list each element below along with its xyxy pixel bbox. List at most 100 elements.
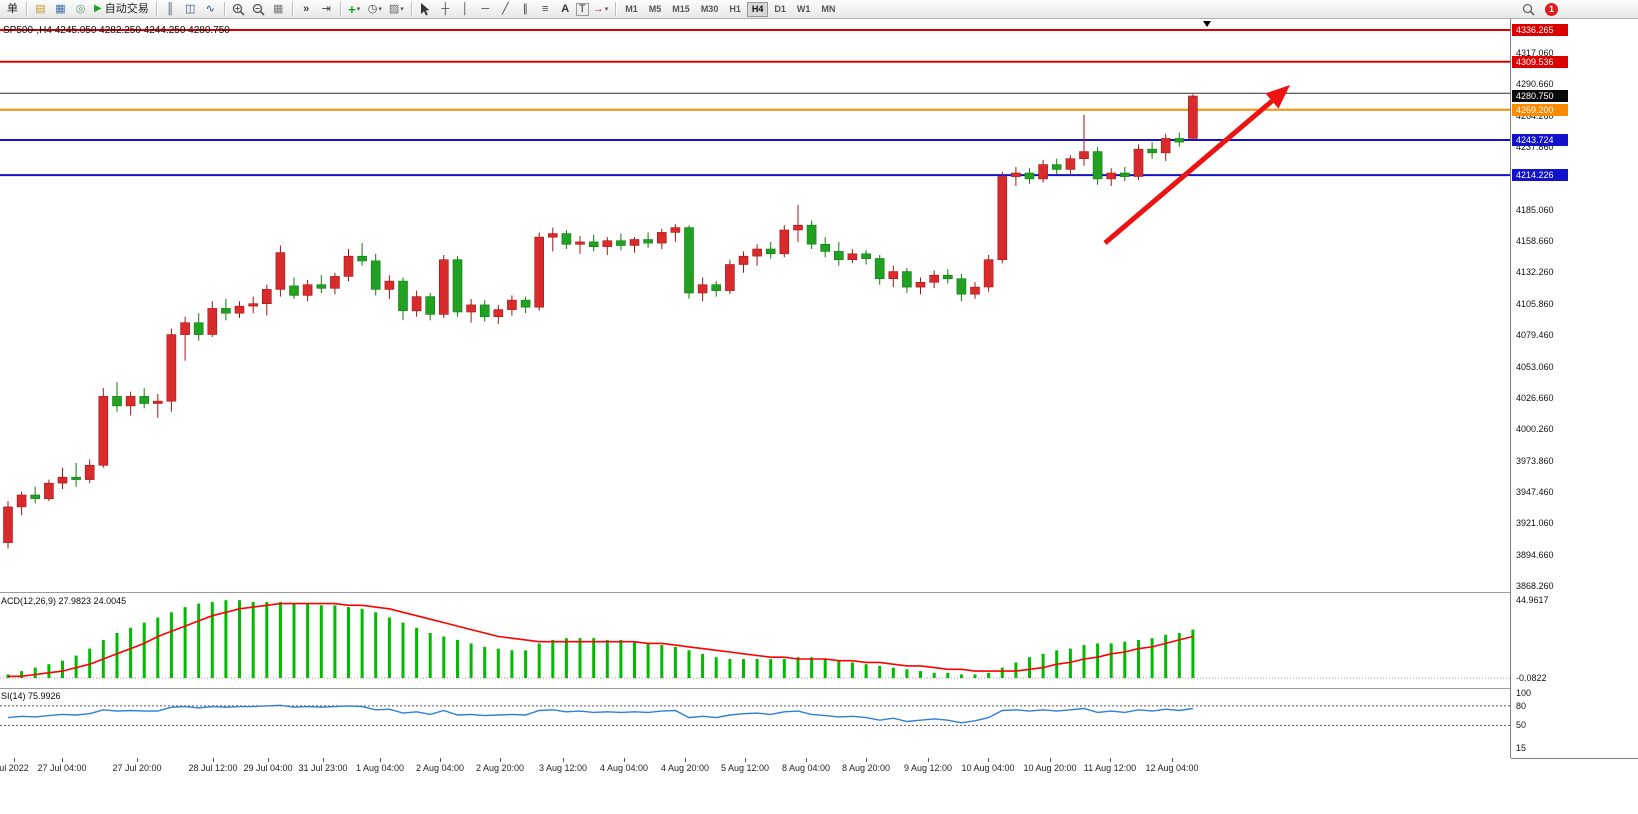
macd-panel-splitter[interactable] <box>0 592 1511 593</box>
price-axis-tick: 4158.660 <box>1516 236 1554 246</box>
price-level-label: 4336.265 <box>1512 24 1568 36</box>
price-axis-tick: 4105.860 <box>1516 299 1554 309</box>
auto-scroll-icon[interactable]: » <box>297 1 316 18</box>
time-axis-label: 2 Aug 04:00 <box>415 763 465 773</box>
rsi-label: SI(14) 75.9926 <box>1 691 61 701</box>
expert-advisors-icon[interactable]: ◎ <box>71 1 90 18</box>
price-axis-tick: 4290.660 <box>1516 79 1554 89</box>
new-order-button[interactable]: 单 <box>3 1 22 18</box>
chart-shift-marker <box>1203 21 1211 27</box>
trendline-icon[interactable]: ╱ <box>496 1 515 18</box>
timeframe-MN[interactable]: MN <box>816 2 840 17</box>
time-axis-tick <box>380 758 381 762</box>
price-axis[interactable]: 4317.0604290.6604264.2604237.8604211.460… <box>1511 19 1638 758</box>
price-axis-tick: 4317.060 <box>1516 48 1554 58</box>
indicators-button[interactable]: + ▾ <box>345 1 364 18</box>
timeframe-M30[interactable]: M30 <box>696 2 724 17</box>
zoom-out-icon[interactable] <box>249 1 268 18</box>
toolbar-separator <box>615 2 617 16</box>
profiles-icon[interactable]: ▤ <box>31 1 50 18</box>
price-level-label: 4309.536 <box>1512 56 1568 68</box>
rsi-axis-label: 80 <box>1516 701 1527 711</box>
timeframe-M15[interactable]: M15 <box>667 2 695 17</box>
cursor-icon[interactable] <box>416 1 435 18</box>
time-axis-tick <box>440 758 441 762</box>
macd-axis-label: 44.9617 <box>1516 595 1549 605</box>
price-level-label: 4243.724 <box>1512 134 1568 146</box>
time-axis-label: 11 Aug 12:00 <box>1083 763 1137 773</box>
chevron-down-icon: ▾ <box>400 5 404 13</box>
chevron-down-icon: ▾ <box>378 5 382 13</box>
timeframe-D1[interactable]: D1 <box>769 2 791 17</box>
autotrading-button[interactable]: ▶ 自动交易 <box>91 1 152 18</box>
price-axis-tick: 4264.260 <box>1516 111 1554 121</box>
notification-badge[interactable]: 1 <box>1545 2 1558 16</box>
price-axis-tick: 4026.660 <box>1516 393 1554 403</box>
price-level-label: 4214.226 <box>1512 169 1568 181</box>
indicators-plus-icon: + <box>348 1 356 17</box>
price-axis-separator <box>1510 19 1511 758</box>
horizontal-line-icon[interactable]: ─ <box>476 1 495 18</box>
rsi-panel[interactable] <box>0 689 1511 757</box>
price-axis-tick: 3947.460 <box>1516 487 1554 497</box>
rsi-axis-label: 50 <box>1516 720 1527 730</box>
templates-button[interactable]: ▨ ▾ <box>386 1 407 18</box>
time-axis-label: 10 Aug 04:00 <box>961 763 1015 773</box>
toolbar-separator <box>410 2 412 16</box>
search-icon[interactable] <box>1519 1 1538 18</box>
price-axis-tick: 3894.660 <box>1516 550 1554 560</box>
bar-chart-icon[interactable]: ║ <box>161 1 180 18</box>
time-axis-tick <box>268 758 269 762</box>
zoom-in-icon[interactable] <box>229 1 248 18</box>
time-axis-label: 8 Aug 20:00 <box>841 763 891 773</box>
tile-windows-icon[interactable]: ▦ <box>269 1 288 18</box>
line-chart-icon[interactable]: ∿ <box>201 1 220 18</box>
timeframe-W1[interactable]: W1 <box>792 2 816 17</box>
toolbar: 单 ▤ ▦ ◎ ▶ 自动交易 ║ ◫ ∿ ▦ » ⇥ + ▾ ◷ ▾ <box>0 0 1638 19</box>
toolbar-separator <box>223 2 225 16</box>
macd-label: ACD(12,26,9) 27.9823 24.0045 <box>1 596 127 606</box>
toolbar-separator <box>291 2 293 16</box>
chevron-down-icon: ▾ <box>604 5 609 13</box>
toolbar-separator <box>26 2 27 16</box>
price-axis-tick: 4237.860 <box>1516 142 1554 152</box>
timeframe-M5[interactable]: M5 <box>644 2 667 17</box>
rsi-panel-splitter[interactable] <box>0 688 1511 689</box>
macd-panel[interactable] <box>0 593 1511 687</box>
clock-icon: ◷ <box>367 2 378 15</box>
timeframe-H4[interactable]: H4 <box>746 1 769 17</box>
fibonacci-icon[interactable]: ≡ <box>536 1 555 18</box>
crosshair-icon[interactable]: ┼ <box>436 1 455 18</box>
price-level-label: 4280.750 <box>1512 90 1568 102</box>
vertical-line-icon[interactable]: │ <box>456 1 475 18</box>
text-label-icon[interactable]: T <box>575 2 589 16</box>
time-axis[interactable]: ul 2022 27 Jul 04:00 27 Jul 20:00 28 Jul 12… <box>0 758 1511 782</box>
channel-icon[interactable]: ∥ <box>516 1 535 18</box>
timeframe-M1[interactable]: M1 <box>620 2 643 17</box>
time-axis-tick <box>213 758 214 762</box>
time-axis-label: 5 Aug 12:00 <box>720 763 770 773</box>
time-axis-tick <box>563 758 564 762</box>
periods-button[interactable]: ◷ ▾ <box>365 1 385 18</box>
candlestick-icon[interactable]: ◫ <box>181 1 200 18</box>
time-axis-tick <box>745 758 746 762</box>
symbol-ohlc-label: SP500-,H4 4245.050 4282.250 4244.250 428… <box>3 25 230 36</box>
time-axis-label: 29 Jul 04:00 <box>243 763 293 773</box>
macd-axis-label: -0.0822 <box>1516 673 1547 683</box>
play-icon: ▶ <box>94 3 102 14</box>
time-axis-label: 27 Jul 20:00 <box>112 763 162 773</box>
price-axis-tick: 4132.260 <box>1516 267 1554 277</box>
chart-shift-icon[interactable]: ⇥ <box>317 1 336 18</box>
price-axis-tick: 3973.860 <box>1516 456 1554 466</box>
time-axis-tick <box>14 758 15 762</box>
text-icon[interactable]: A <box>556 1 575 18</box>
time-axis-tick <box>988 758 989 762</box>
charts-icon[interactable]: ▦ <box>51 1 70 18</box>
price-axis-tick: 4185.060 <box>1516 205 1554 215</box>
arrow-tool-icon: → <box>592 2 604 15</box>
time-axis-tick <box>685 758 686 762</box>
arrows-button[interactable]: → ▾ <box>590 1 612 18</box>
price-axis-tick: 4053.060 <box>1516 362 1554 372</box>
candlestick-chart[interactable] <box>0 20 1511 592</box>
timeframe-H1[interactable]: H1 <box>724 2 746 17</box>
